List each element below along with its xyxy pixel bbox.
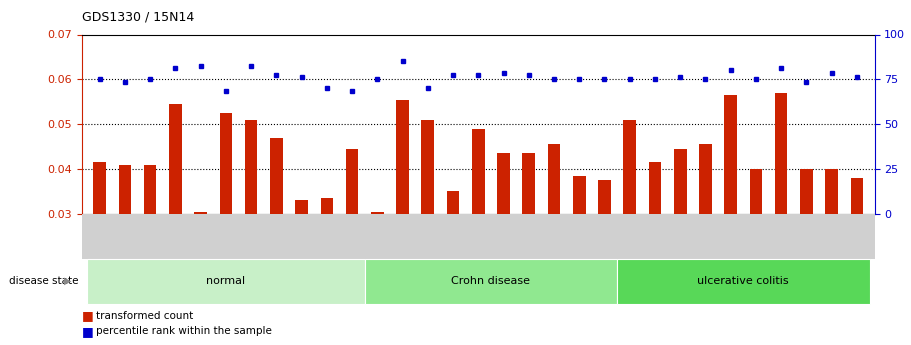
Text: percentile rank within the sample: percentile rank within the sample	[96, 326, 271, 336]
Bar	[599, 180, 610, 345]
Bar	[497, 154, 510, 345]
Text: transformed count: transformed count	[96, 311, 193, 321]
Bar	[674, 149, 687, 345]
Text: ulcerative colitis: ulcerative colitis	[698, 276, 789, 286]
Text: ▶: ▶	[64, 276, 71, 286]
Bar	[446, 191, 459, 345]
Bar	[194, 212, 207, 345]
Text: ■: ■	[82, 309, 94, 322]
Bar	[750, 169, 763, 345]
Text: ■: ■	[82, 325, 94, 338]
Bar	[396, 100, 409, 345]
Text: GDS1330 / 15N14: GDS1330 / 15N14	[82, 10, 194, 23]
Bar	[724, 95, 737, 345]
Bar	[270, 138, 282, 345]
Bar	[775, 93, 787, 345]
Bar	[649, 162, 661, 345]
Bar	[800, 169, 813, 345]
Text: Crohn disease: Crohn disease	[451, 276, 530, 286]
Bar	[573, 176, 586, 345]
Bar	[169, 104, 181, 345]
Bar	[220, 113, 232, 345]
Bar	[346, 149, 358, 345]
Bar	[371, 212, 384, 345]
Text: normal: normal	[206, 276, 245, 286]
Bar	[825, 169, 838, 345]
Bar	[623, 120, 636, 345]
Bar	[522, 154, 535, 345]
Bar	[851, 178, 864, 345]
Bar	[422, 120, 435, 345]
Text: disease state: disease state	[9, 276, 78, 286]
Bar	[699, 145, 711, 345]
Bar	[548, 145, 560, 345]
Bar	[295, 200, 308, 345]
Bar	[118, 165, 131, 345]
Bar	[245, 120, 258, 345]
Bar	[144, 165, 157, 345]
Bar	[321, 198, 333, 345]
Bar	[472, 129, 485, 345]
Bar	[93, 162, 106, 345]
